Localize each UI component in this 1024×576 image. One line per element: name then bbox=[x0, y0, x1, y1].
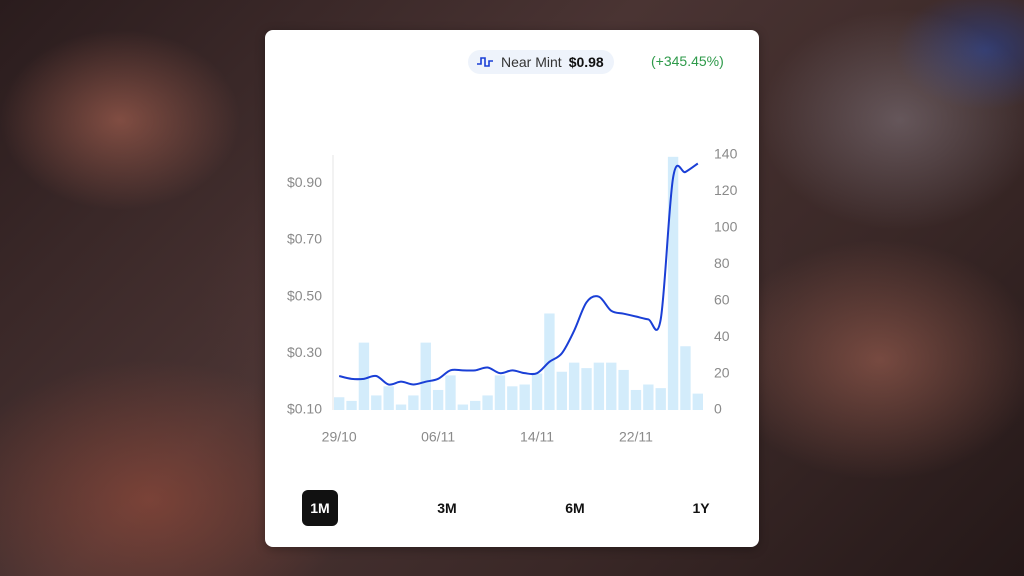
x-tick-label: 14/11 bbox=[520, 429, 554, 445]
volume-bar bbox=[581, 368, 592, 410]
volume-bar bbox=[568, 362, 580, 410]
volume-bar bbox=[655, 388, 666, 410]
y2-tick-label: 80 bbox=[714, 255, 730, 271]
volume-bar bbox=[507, 386, 518, 410]
volume-bar bbox=[606, 362, 617, 410]
range-button[interactable]: 6M bbox=[565, 500, 585, 516]
volume-bar bbox=[395, 404, 407, 410]
volume-bar bbox=[432, 389, 444, 410]
volume-bar bbox=[494, 375, 506, 410]
volume-bar bbox=[334, 397, 345, 410]
range-button[interactable]: 1M bbox=[302, 490, 338, 526]
range-button[interactable]: 3M bbox=[437, 500, 457, 516]
y-tick-label: $0.30 bbox=[287, 344, 322, 360]
volume-bar bbox=[482, 395, 493, 410]
y2-tick-label: 40 bbox=[714, 328, 730, 344]
y-tick-label: $0.90 bbox=[287, 174, 322, 190]
volume-bar bbox=[371, 395, 382, 410]
price-line bbox=[338, 162, 699, 386]
volume-bar bbox=[519, 384, 530, 410]
volume-bar bbox=[556, 371, 567, 410]
condition-icon bbox=[477, 57, 493, 67]
volume-bar bbox=[692, 393, 703, 410]
y2-tick-label: 20 bbox=[714, 364, 730, 380]
volume-bar bbox=[346, 400, 357, 410]
volume-bar bbox=[667, 156, 679, 410]
y-tick-label: $0.50 bbox=[287, 287, 322, 303]
y-tick-label: $0.10 bbox=[287, 401, 322, 417]
volume-bar bbox=[408, 395, 419, 410]
y2-tick-label: 140 bbox=[714, 146, 738, 162]
condition-pill[interactable]: Near Mint $0.98 bbox=[468, 50, 614, 74]
volume-bar bbox=[680, 346, 691, 410]
x-tick-label: 29/10 bbox=[322, 429, 357, 445]
current-price: $0.98 bbox=[568, 54, 604, 70]
volume-bar bbox=[643, 384, 654, 410]
volume-bar bbox=[531, 373, 543, 410]
price-change: (+345.45%) bbox=[651, 53, 724, 69]
x-tick-label: 06/11 bbox=[421, 429, 455, 445]
y2-tick-label: 0 bbox=[714, 401, 722, 417]
volume-bar bbox=[593, 362, 605, 410]
y2-tick-label: 100 bbox=[714, 219, 738, 235]
volume-bar bbox=[630, 389, 642, 410]
volume-bar bbox=[457, 404, 469, 410]
y2-tick-label: 120 bbox=[714, 182, 738, 198]
y2-tick-label: 60 bbox=[714, 291, 730, 307]
x-tick-label: 22/11 bbox=[619, 429, 653, 445]
volume-bar bbox=[383, 386, 394, 410]
volume-bar bbox=[358, 342, 370, 410]
volume-bar bbox=[420, 342, 431, 410]
volume-bar bbox=[618, 369, 629, 410]
y-tick-label: $0.70 bbox=[287, 231, 322, 247]
volume-bar bbox=[445, 375, 456, 410]
range-button[interactable]: 1Y bbox=[692, 500, 710, 516]
volume-bar bbox=[470, 400, 481, 410]
condition-name: Near Mint bbox=[501, 54, 562, 70]
